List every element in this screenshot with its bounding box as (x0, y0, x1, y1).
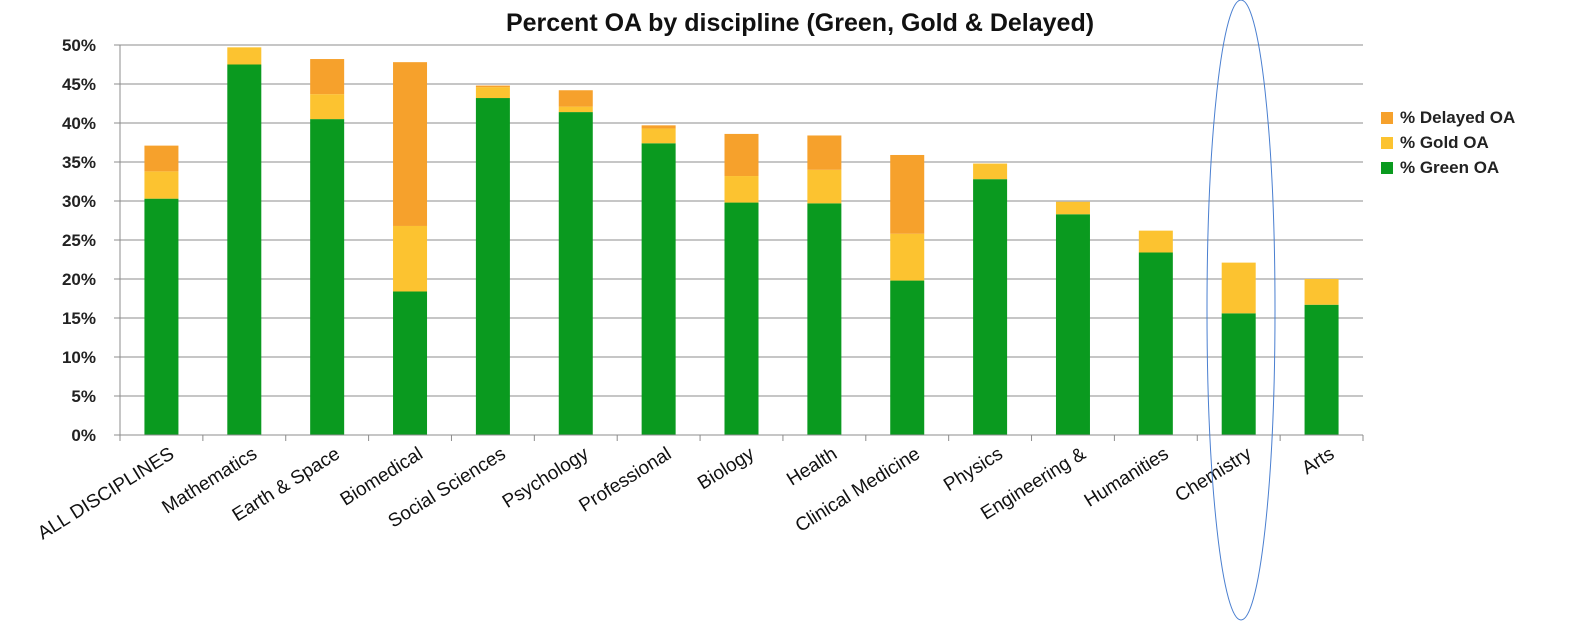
y-tick-label: 0% (71, 426, 96, 445)
bar-segment (227, 47, 262, 65)
bar-segment (558, 112, 593, 435)
legend-swatch (1381, 112, 1393, 124)
y-tick-label: 50% (62, 36, 96, 55)
bar-segment (890, 280, 925, 435)
highlight-ellipse (1206, 0, 1276, 621)
y-tick-label: 10% (62, 348, 96, 367)
legend-label: % Delayed OA (1400, 108, 1515, 127)
bar-segment (641, 128, 676, 144)
bar-segment (144, 198, 179, 435)
bar-segment (1304, 304, 1339, 435)
bar-segment (973, 179, 1008, 435)
legend: % Delayed OA % Gold OA % Green OA (1381, 108, 1515, 177)
bar-segment (724, 133, 759, 177)
bar-segment (1221, 313, 1256, 435)
bar-segment (724, 202, 759, 435)
bar-segment (724, 176, 759, 203)
bar-segment (393, 291, 428, 435)
bar-segment (475, 98, 510, 435)
bar-segment (393, 225, 428, 292)
x-axis-label: ALL DISCIPLINES (34, 443, 178, 544)
chart-title: Percent OA by discipline (Green, Gold & … (506, 9, 1094, 37)
y-axis-ticks: 0% 5% 10% 15% 20% 25% 30% 35% 40% 45% 50% (62, 36, 120, 445)
bar-segment (310, 94, 345, 120)
bar-segment (310, 119, 345, 435)
bars (144, 47, 1339, 435)
bar-segment (1055, 201, 1090, 215)
y-tick-label: 35% (62, 153, 96, 172)
bar-segment (807, 203, 842, 435)
y-tick-label: 40% (62, 114, 96, 133)
bar-segment (1138, 230, 1173, 253)
x-axis-label: Humanities (1081, 443, 1173, 511)
bar-segment (393, 62, 428, 226)
x-axis-label: Biology (694, 443, 758, 494)
bar-segment (641, 143, 676, 435)
bar-segment (1055, 214, 1090, 435)
legend-swatch (1381, 162, 1393, 174)
bar-segment (144, 171, 179, 199)
x-axis-label: Arts (1298, 443, 1338, 479)
y-tick-label: 5% (71, 387, 96, 406)
bar-segment (890, 233, 925, 281)
x-axis-label: Health (783, 443, 841, 490)
legend-label: % Gold OA (1400, 133, 1489, 152)
bar-segment (807, 169, 842, 204)
y-tick-label: 30% (62, 192, 96, 211)
y-tick-label: 20% (62, 270, 96, 289)
bar-segment (310, 59, 345, 95)
bar-segment (1138, 252, 1173, 435)
y-tick-label: 15% (62, 309, 96, 328)
legend-swatch (1381, 137, 1393, 149)
x-axis-label: Physics (940, 443, 1007, 496)
bar-segment (890, 154, 925, 234)
bar-segment (475, 85, 510, 88)
bar-segment (1221, 262, 1256, 314)
y-tick-label: 25% (62, 231, 96, 250)
bar-segment (475, 87, 510, 99)
bar-segment (807, 135, 842, 170)
bar-segment (558, 106, 593, 113)
bar-segment (144, 145, 179, 172)
y-tick-label: 45% (62, 75, 96, 94)
bar-segment (973, 163, 1008, 180)
bar-segment (558, 90, 593, 107)
bar-segment (1304, 279, 1339, 305)
bar-segment (227, 64, 262, 435)
x-axis-label: Professional (575, 443, 675, 516)
legend-label: % Green OA (1400, 158, 1499, 177)
bar-segment (641, 125, 676, 129)
